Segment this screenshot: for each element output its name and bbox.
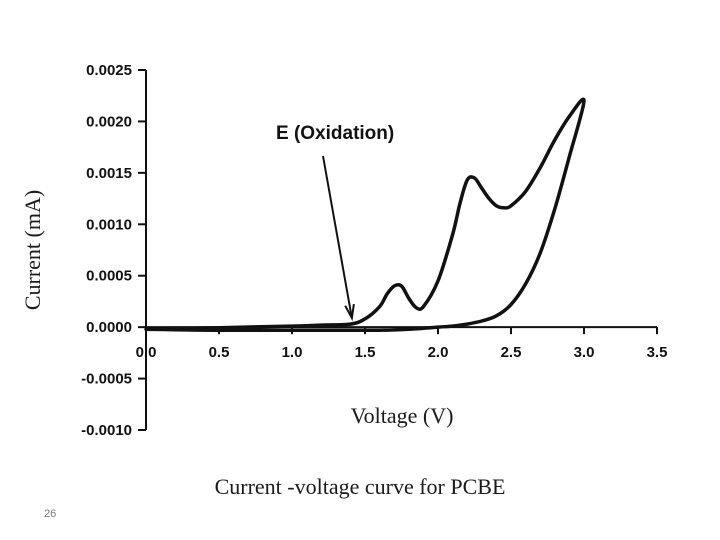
y-tick-label: 0.0005 xyxy=(86,268,132,285)
y-tick-label: 0.0010 xyxy=(86,216,132,233)
annotation-arrow-head xyxy=(344,304,355,322)
x-tick-label: 1.0 xyxy=(282,344,303,361)
x-tick-label: 1.5 xyxy=(355,344,376,361)
x-axis-title: Voltage (V) xyxy=(351,403,454,428)
y-tick-label: 0.0000 xyxy=(86,319,132,336)
y-tick-label: 0.0015 xyxy=(86,165,132,182)
y-tick-label: -0.0005 xyxy=(81,371,132,388)
series-line xyxy=(144,97,586,333)
chart-series xyxy=(144,97,586,333)
x-tick-label: 0.0 xyxy=(136,344,157,361)
figure-caption: Current -voltage curve for PCBE xyxy=(214,474,506,499)
y-axis-title: Current (mA) xyxy=(20,190,45,310)
y-axis-ticks: 0.0025 0.0020 0.0015 0.0010 0.0005 0.0000 -0.0… xyxy=(81,62,146,439)
x-tick-label: 2.0 xyxy=(428,344,449,361)
x-tick-label: 2.5 xyxy=(501,344,522,361)
x-tick-label: 3.0 xyxy=(574,344,595,361)
x-tick-label: 0.5 xyxy=(209,344,230,361)
y-tick-label: 0.0020 xyxy=(86,113,132,130)
x-axis-ticks: 0.0 0.5 1.0 1.5 2.0 2.5 3.0 3.5 xyxy=(136,327,668,361)
x-tick-label: 3.5 xyxy=(647,344,668,361)
y-tick-label: 0.0025 xyxy=(86,62,132,79)
chart-annotation: E (Oxidation) xyxy=(276,123,394,322)
annotation-text: E (Oxidation) xyxy=(276,123,394,144)
slide-number: 26 xyxy=(44,508,57,520)
y-tick-label: -0.0010 xyxy=(81,422,132,439)
annotation-arrow-line xyxy=(322,155,353,319)
